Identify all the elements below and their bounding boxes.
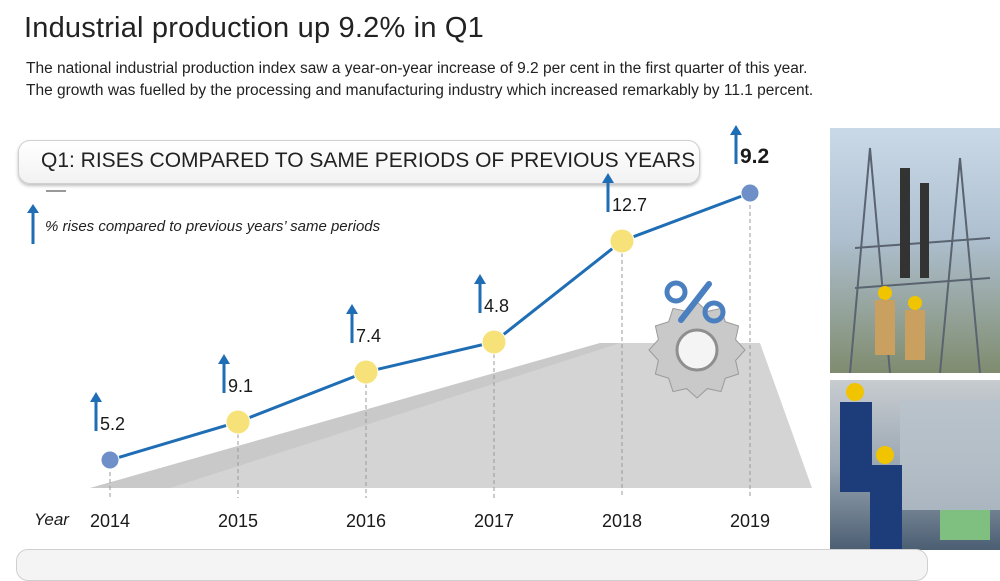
x-tick-2019: 2019 [730,511,770,531]
arrow-shaft-2016 [350,313,354,343]
x-tick-2018: 2018 [602,511,642,531]
data-point-2018 [609,228,635,254]
background-ramp-shade [90,343,620,488]
x-tick-2017: 2017 [474,511,514,531]
arrow-head-2016 [346,304,358,314]
arrow-head-2017 [474,274,486,284]
arrow-head-2015 [218,354,230,364]
arrow-shaft-2014 [94,401,98,431]
arrow-shaft-2015 [222,363,226,393]
data-label-2018: 12.7 [612,195,647,215]
legend-label: % rises compared to previous years’ same… [45,218,381,235]
gear-hole [675,328,719,372]
factory-workers-photo [830,380,1000,550]
substation-photo [830,128,1000,373]
arrow-shaft-2019 [734,134,738,164]
data-label-2015: 9.1 [228,376,253,396]
x-tick-2016: 2016 [346,511,386,531]
percent-sign-slash [678,281,712,323]
series-line [109,191,751,462]
line-chart: 5.2 2014 9.1 2015 7.4 2016 4.8 2017 12.7 2018 9.2 2… [34,125,812,531]
data-point-2014 [100,450,120,470]
data-label-2016: 7.4 [356,326,381,346]
page-title: Industrial production up 9.2% in Q1 [24,12,484,44]
x-tick-2014: 2014 [90,511,130,531]
arrow-shaft-2018 [606,182,610,212]
x-tick-2015: 2015 [218,511,258,531]
data-point-2015 [225,409,251,435]
title-divider [46,190,66,192]
percent-sign-dot-top [664,280,688,304]
data-label-2019: 9.2 [740,145,769,168]
data-point-2017 [481,329,507,355]
subtitle-line-1: The national industrial production index… [26,60,808,77]
page-subtitle: The national industrial production index… [26,58,926,102]
footer-panel [16,549,928,581]
data-point-2016 [353,359,379,385]
arrow-shaft-2017 [478,283,482,313]
percent-sign-dot-bottom [702,300,726,324]
chart-title: Q1: RISES COMPARED TO SAME PERIODS OF PR… [41,149,696,172]
chart-title-box: Q1: RISES COMPARED TO SAME PERIODS OF PR… [18,140,700,184]
x-axis-label: Year [34,510,70,529]
up-arrow-icon [27,204,39,244]
data-label-2014: 5.2 [100,414,125,434]
subtitle-line-2: The growth was fuelled by the processing… [26,82,814,99]
arrow-head-2019 [730,125,742,135]
data-point-2019 [740,183,760,203]
data-label-2017: 4.8 [484,296,509,316]
arrow-head-2014 [90,392,102,402]
arrow-head-2018 [602,173,614,183]
